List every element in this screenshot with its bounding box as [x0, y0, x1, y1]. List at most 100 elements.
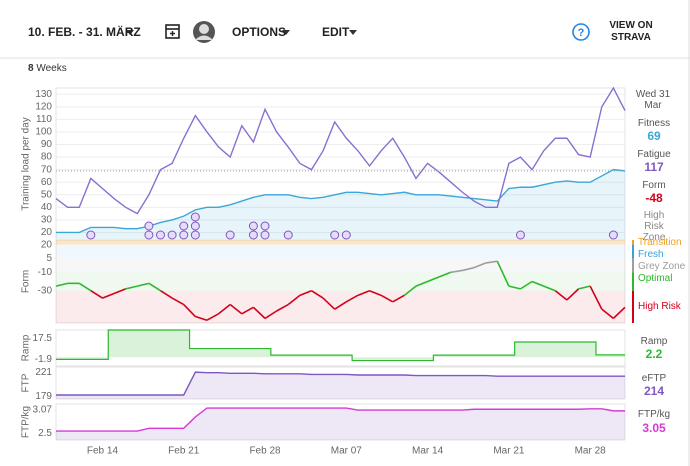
activity-dot: [608, 230, 618, 240]
panel-frame: [55, 239, 626, 324]
activity-dot: [260, 221, 270, 231]
y-tick-label: -10: [38, 267, 53, 278]
zone-band: [56, 244, 625, 259]
strava-link[interactable]: VIEW ON STRAVA: [609, 20, 653, 43]
form-line: [276, 303, 289, 312]
form-line: [578, 285, 591, 290]
form-line: [357, 289, 370, 297]
activity-dot: [190, 212, 200, 222]
form-line: [403, 285, 417, 296]
y-tick-label: 50: [41, 189, 53, 200]
activity-dot: [179, 221, 189, 231]
x-tick-label: Mar 14: [412, 446, 444, 457]
activity-dot: [156, 230, 166, 240]
ramp-label: Ramp: [640, 336, 668, 347]
form-line: [113, 288, 126, 295]
zone-bar: [632, 290, 634, 323]
form-line: [252, 306, 266, 319]
eftp-label: eFTP: [641, 373, 667, 384]
activity-dot: [144, 221, 154, 231]
activity-dot: [515, 230, 525, 240]
series-area: [56, 372, 625, 399]
ftpkg-value: 3.05: [642, 421, 666, 435]
y-tick-label: 179: [35, 391, 52, 402]
zone-label: High Risk: [638, 300, 681, 312]
form-line: [78, 282, 92, 292]
y-tick-label: -30: [38, 285, 53, 296]
activity-dot: [330, 230, 340, 240]
zone-band: [56, 290, 625, 323]
y-tick-label: 100: [35, 127, 52, 138]
form-line: [554, 290, 568, 301]
zone-band: [56, 272, 625, 291]
ramp-area: [56, 330, 625, 361]
form-line: [589, 285, 603, 310]
series-area: [56, 408, 625, 440]
edit-menu[interactable]: EDIT: [322, 25, 350, 39]
form-line: [543, 285, 556, 292]
form-line: [206, 313, 219, 321]
y-tick-label: 60: [41, 177, 53, 188]
y-tick-label: 30: [41, 215, 53, 226]
eftp-value: 214: [643, 384, 665, 398]
form-line: [299, 289, 312, 297]
y-tick-label: 70: [41, 164, 53, 175]
y-axis-label: Ramp: [21, 334, 32, 361]
date-range[interactable]: 10. FEB. - 31. MÄRZ: [28, 25, 141, 39]
form-line: [148, 282, 161, 292]
fatigue-label: Fatigue: [637, 149, 671, 160]
fitness-label: Fitness: [637, 118, 671, 129]
activity-dot: [283, 230, 293, 240]
series-line: [56, 407, 625, 432]
form-line: [195, 315, 208, 321]
weeks-label: Weeks: [36, 63, 67, 74]
activity-dot: [86, 230, 96, 240]
y-tick-label: -1.9: [35, 354, 53, 365]
summary-zone: High Risk Zone: [642, 210, 666, 243]
y-axis-label: Form: [21, 270, 32, 293]
y-tick-label: 80: [41, 152, 53, 163]
y-tick-label: 2.5: [38, 428, 52, 439]
zone-bar: [632, 244, 634, 259]
activity-dot: [167, 230, 177, 240]
form-line: [450, 269, 463, 274]
x-tick-label: Mar 07: [331, 446, 363, 457]
dropdown-icon[interactable]: [282, 30, 290, 35]
y-tick-label: 130: [35, 89, 52, 100]
form-line: [369, 289, 382, 297]
form-line: [601, 308, 614, 320]
zone-label: Optimal: [638, 273, 673, 284]
form-line: [566, 288, 580, 301]
dropdown-icon[interactable]: [126, 30, 134, 35]
form-line: [287, 294, 301, 306]
x-tick-label: Feb 21: [168, 446, 200, 457]
form-value: -48: [645, 191, 663, 205]
form-label: Form: [642, 180, 666, 191]
panel-frame: [55, 366, 626, 400]
form-line: [485, 260, 498, 264]
form-line: [473, 262, 486, 269]
form-line: [508, 285, 521, 290]
dropdown-icon[interactable]: [349, 30, 357, 35]
panel-frame: [55, 329, 626, 367]
calendar-icon[interactable]: [165, 24, 180, 39]
form-line: [392, 294, 405, 303]
activity-dot: [248, 230, 258, 240]
y-tick-label: 17.5: [33, 333, 53, 344]
zone-band: [56, 240, 625, 245]
form-line: [160, 290, 173, 299]
form-line: [264, 310, 278, 320]
activity-dot: [144, 230, 154, 240]
form-line: [218, 303, 231, 315]
form-line: [322, 297, 336, 310]
fitness-value: 69: [647, 129, 661, 143]
zone-label: Fresh: [638, 249, 664, 260]
avatar[interactable]: [193, 21, 215, 43]
y-tick-label: 3.07: [33, 405, 53, 416]
help-icon[interactable]: ?: [572, 23, 590, 41]
fatigue-value: 117: [644, 160, 664, 174]
x-tick-label: Mar 21: [493, 446, 525, 457]
options-menu[interactable]: OPTIONS: [232, 25, 287, 39]
x-tick-label: Feb 14: [87, 446, 119, 457]
